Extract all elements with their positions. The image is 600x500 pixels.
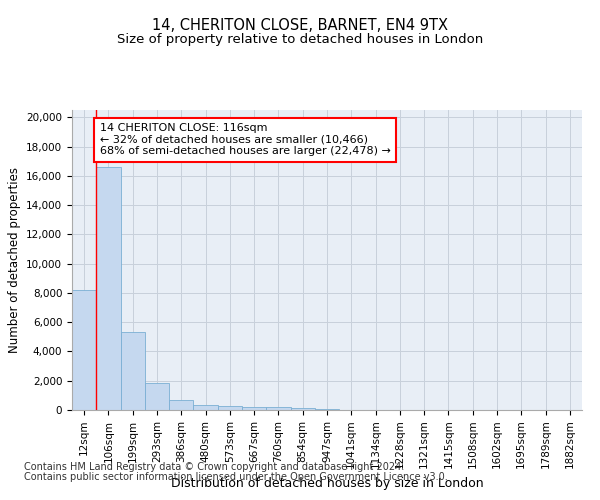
Text: 14, CHERITON CLOSE, BARNET, EN4 9TX: 14, CHERITON CLOSE, BARNET, EN4 9TX — [152, 18, 448, 32]
Bar — [169, 400, 193, 410]
Bar — [121, 332, 145, 410]
Bar — [145, 383, 169, 410]
X-axis label: Distribution of detached houses by size in London: Distribution of detached houses by size … — [170, 477, 484, 490]
Text: Contains public sector information licensed under the Open Government Licence v3: Contains public sector information licen… — [24, 472, 448, 482]
Text: Contains HM Land Registry data © Crown copyright and database right 2024.: Contains HM Land Registry data © Crown c… — [24, 462, 404, 472]
Bar — [96, 167, 121, 410]
Text: 14 CHERITON CLOSE: 116sqm
← 32% of detached houses are smaller (10,466)
68% of s: 14 CHERITON CLOSE: 116sqm ← 32% of detac… — [100, 123, 391, 156]
Bar — [242, 407, 266, 410]
Bar — [266, 408, 290, 410]
Bar — [218, 406, 242, 410]
Bar — [290, 408, 315, 410]
Text: Size of property relative to detached houses in London: Size of property relative to detached ho… — [117, 32, 483, 46]
Bar — [72, 290, 96, 410]
Bar — [193, 404, 218, 410]
Y-axis label: Number of detached properties: Number of detached properties — [8, 167, 20, 353]
